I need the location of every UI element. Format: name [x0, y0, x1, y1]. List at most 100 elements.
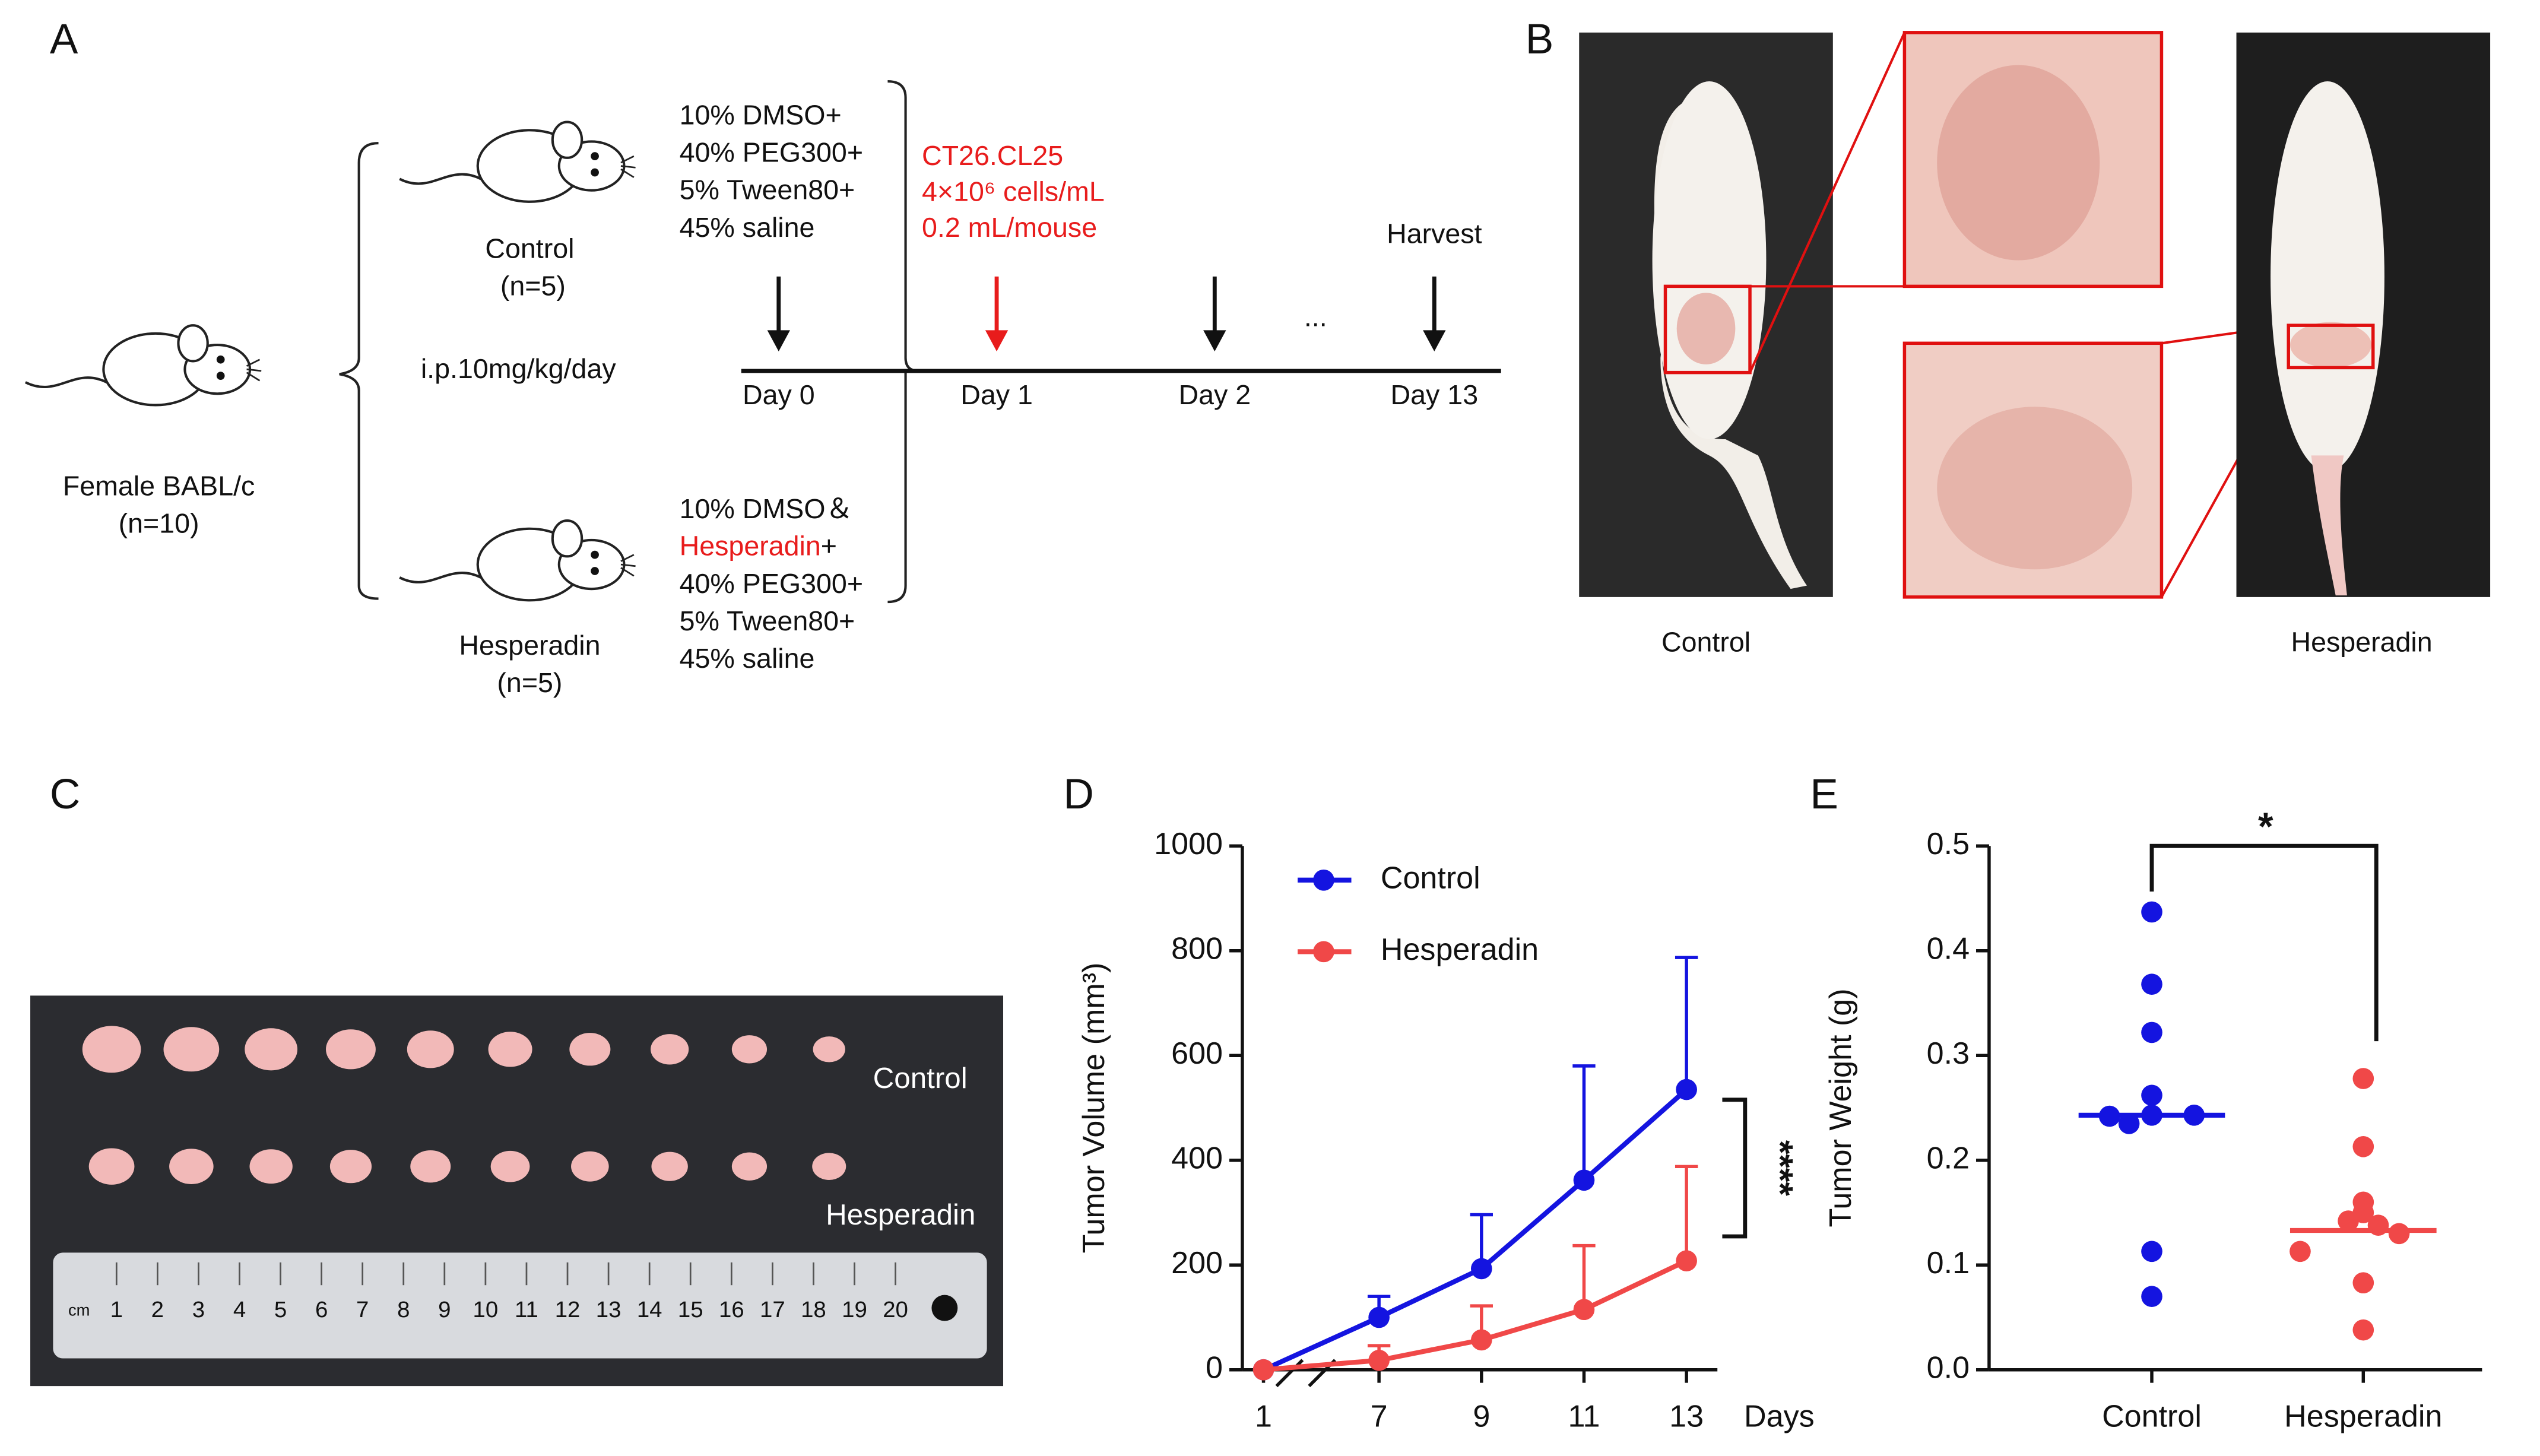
point — [2141, 1286, 2162, 1307]
x-tick-label: Control — [2102, 1400, 2202, 1434]
arrow-head — [767, 330, 790, 352]
ruler-number: 6 — [315, 1297, 328, 1322]
y-tick-label: 0.1 — [1927, 1246, 1970, 1280]
tumor — [571, 1151, 609, 1182]
legend-marker — [1313, 869, 1334, 891]
ruler-number: 15 — [678, 1297, 703, 1322]
tumor — [249, 1149, 293, 1184]
ruler-number: 8 — [397, 1297, 410, 1322]
bracket — [887, 80, 919, 604]
ruler-number: 4 — [233, 1297, 246, 1322]
ruler-number: 14 — [637, 1297, 662, 1322]
brace — [339, 142, 379, 600]
ruler-number: 12 — [555, 1297, 581, 1322]
tumor — [1937, 407, 2133, 570]
label: (n=10) — [119, 508, 199, 539]
tumor — [651, 1152, 688, 1181]
zoom-box — [1663, 284, 1752, 375]
label: Hesperadin — [826, 1198, 975, 1231]
y-tick-label: 400 — [1171, 1141, 1223, 1175]
ruler-number: 3 — [192, 1297, 205, 1322]
x-tick-label: 13 — [1669, 1400, 1704, 1434]
mouse-photo — [2271, 81, 2384, 472]
ruler-number: 17 — [760, 1297, 785, 1322]
legend-label: Hesperadin — [1381, 932, 1539, 967]
label: 5% Tween80+ — [680, 605, 855, 636]
tumor — [407, 1030, 454, 1068]
tumor — [1676, 293, 1736, 364]
annotation: * — [2258, 804, 2273, 848]
x-tick-label: 7 — [1371, 1400, 1388, 1434]
label: i.p.10mg/kg/day — [421, 353, 617, 384]
tumor — [88, 1148, 135, 1185]
zoom-box — [2287, 323, 2375, 370]
point — [1676, 1078, 1697, 1100]
day-label: Day 1 — [960, 379, 1033, 410]
label: (n=5) — [497, 667, 562, 698]
tumor — [569, 1033, 611, 1066]
point — [1676, 1250, 1697, 1271]
y-tick-label: 0.5 — [1927, 827, 1970, 861]
y-tick-label: 200 — [1171, 1246, 1223, 1280]
label: Hesperadin — [459, 630, 600, 661]
point — [2141, 1084, 2162, 1106]
panel-letter: C — [50, 770, 80, 818]
ruler-number: 5 — [274, 1297, 287, 1322]
label: 40% PEG300+ — [680, 568, 863, 599]
series-line — [1262, 1087, 1688, 1372]
error-bar — [1675, 1165, 1698, 1261]
label: Control — [485, 233, 574, 264]
tumor — [163, 1027, 220, 1072]
day-label: Day 2 — [1178, 379, 1251, 410]
point — [2141, 973, 2162, 995]
day-label: Day 0 — [743, 379, 815, 410]
label: Hesperadin — [2291, 627, 2432, 658]
tumor — [329, 1150, 372, 1184]
x-tick-label: Hesperadin — [2284, 1400, 2442, 1434]
point — [2118, 1113, 2140, 1134]
label: CT26.CL25 — [922, 140, 1063, 171]
tail — [2311, 455, 2347, 596]
legend-label: Control — [1381, 861, 1480, 896]
ruler-hole — [931, 1295, 958, 1321]
label: (n=5) — [500, 270, 566, 301]
series-line — [1263, 1258, 1688, 1372]
y-tick-label: 800 — [1171, 931, 1223, 966]
panel-letter: B — [1526, 15, 1554, 63]
y-tick-label: 0.0 — [1927, 1350, 1970, 1385]
label: 10% DMSO+ — [680, 100, 842, 131]
panel-letter: A — [50, 15, 78, 63]
x-tick-label: 11 — [1568, 1400, 1600, 1434]
point — [2352, 1319, 2374, 1341]
significance-bracket — [2149, 843, 2379, 1042]
error-bar — [1572, 1244, 1596, 1310]
mouse-icon — [399, 122, 635, 202]
zoom-line — [1749, 31, 2290, 598]
ruler-number: 16 — [719, 1297, 744, 1322]
label: 10% DMSO＆ — [680, 493, 853, 524]
tumor — [245, 1028, 298, 1071]
point — [2352, 1272, 2374, 1294]
point — [2290, 1241, 2311, 1262]
point — [1573, 1299, 1595, 1321]
ruler-number: 9 — [438, 1297, 451, 1322]
ruler-number: 7 — [356, 1297, 369, 1322]
point — [2141, 901, 2162, 923]
legend-marker — [1313, 941, 1334, 963]
tumor — [813, 1036, 845, 1062]
point — [1368, 1350, 1390, 1371]
mouse-icon — [26, 325, 261, 405]
label: 45% saline — [680, 212, 815, 243]
mouse-photo — [1652, 81, 1767, 440]
tumor — [2290, 322, 2372, 368]
y-axis-label: Tumor Weight (g) — [1824, 988, 1858, 1227]
label: Female BABL/c — [63, 471, 255, 502]
ruler-number: 1 — [110, 1297, 123, 1322]
label: Hesperadin+ — [680, 531, 837, 562]
point — [1368, 1306, 1390, 1328]
tumor — [82, 1026, 141, 1073]
annotation: **** — [1761, 1140, 1801, 1196]
ruler-number: 20 — [883, 1297, 908, 1322]
ellipsis: ... — [1304, 302, 1327, 332]
mouse-icon — [399, 521, 635, 600]
